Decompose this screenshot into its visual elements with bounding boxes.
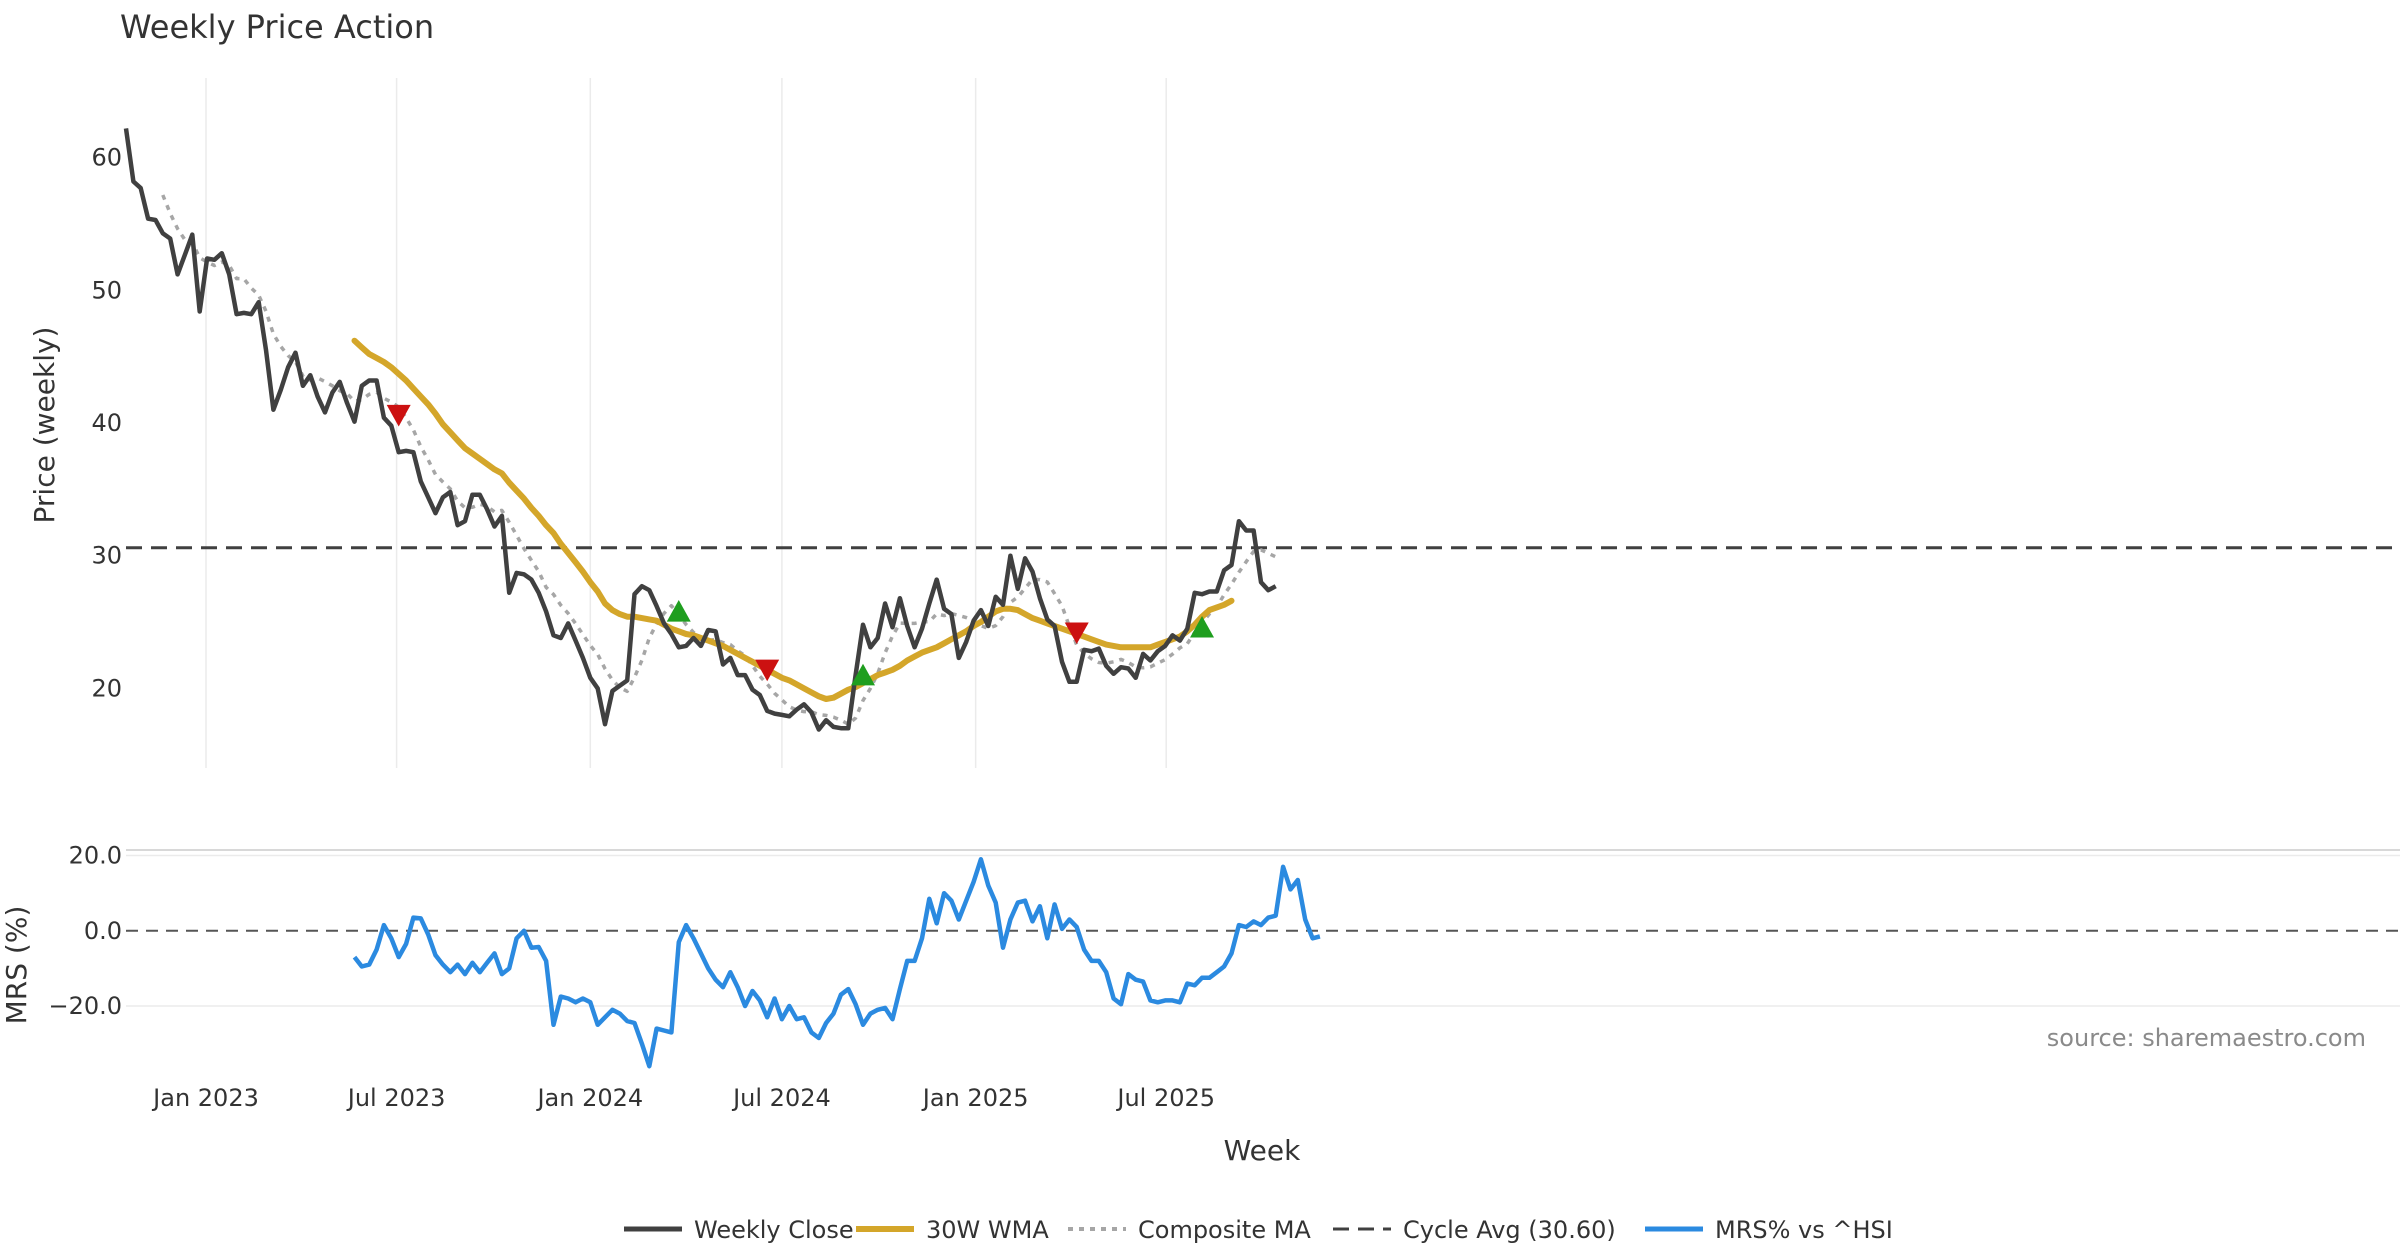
buy-signal-marker (666, 600, 691, 622)
mrs-tick-label: 0.0 (84, 917, 122, 945)
price-tick-label: 20 (91, 674, 122, 702)
chart-title: Weekly Price Action (120, 8, 434, 46)
x-tick-label: Jan 2024 (535, 1084, 643, 1112)
legend-label-composite: Composite MA (1138, 1216, 1311, 1244)
price-axis-title: Price (weekly) (28, 327, 61, 524)
legend-item-composite: Composite MA (1068, 1216, 1311, 1244)
legend-item-wma: 30W WMA (856, 1216, 1049, 1244)
x-tick-label: Jul 2023 (346, 1084, 446, 1112)
x-tick-label: Jan 2025 (921, 1084, 1029, 1112)
reference-lines (126, 546, 2400, 932)
legend-item-mrs: MRS% vs ^HSI (1645, 1216, 1893, 1244)
price-tick-label: 30 (91, 542, 122, 570)
wma-30w-line (351, 337, 1235, 702)
x-tick-label: Jul 2024 (731, 1084, 831, 1112)
mrs-tick-label: 20.0 (69, 842, 122, 870)
sell-signal-marker (755, 659, 780, 682)
composite-ma-line (161, 194, 1277, 726)
grid-layer (126, 78, 2400, 1007)
legend-label-close: Weekly Close (694, 1216, 854, 1244)
buy-signal-marker (1190, 615, 1215, 638)
x-tick-label: Jan 2023 (151, 1084, 259, 1112)
legend-label-cycle: Cycle Avg (30.60) (1403, 1216, 1616, 1244)
sell-signal-marker (386, 404, 411, 427)
sell-signal-marker (1064, 622, 1089, 645)
x-tick-label: Jul 2025 (1115, 1084, 1215, 1112)
legend-item-close: Weekly Close (624, 1216, 854, 1244)
signal-markers (386, 404, 1215, 686)
price-tick-label: 40 (91, 409, 122, 437)
series-layer (123, 128, 1321, 1069)
price-tick-label: 60 (91, 144, 122, 172)
axis-labels: Jan 2023 Jul 2023 Jan 2024 Jul 2024 Jan 2025… (48, 144, 1215, 1112)
buy-signal-marker (851, 663, 875, 686)
x-axis-title: Week (1224, 1134, 1301, 1167)
legend-label-wma: 30W WMA (926, 1216, 1049, 1244)
legend-item-cycle: Cycle Avg (30.60) (1333, 1216, 1616, 1244)
mrs-axis-title: MRS (%) (0, 906, 33, 1025)
price-tick-label: 50 (91, 276, 122, 304)
source-note: source: sharemaestro.com (2047, 1024, 2366, 1052)
mrs-tick-label: −20.0 (48, 992, 122, 1020)
legend-label-mrs: MRS% vs ^HSI (1715, 1216, 1893, 1244)
mrs-line (352, 857, 1321, 1069)
legend: Weekly Close 30W WMA Composite MA Cycle Avg… (624, 1216, 1893, 1244)
weekly-close-line (123, 128, 1277, 732)
